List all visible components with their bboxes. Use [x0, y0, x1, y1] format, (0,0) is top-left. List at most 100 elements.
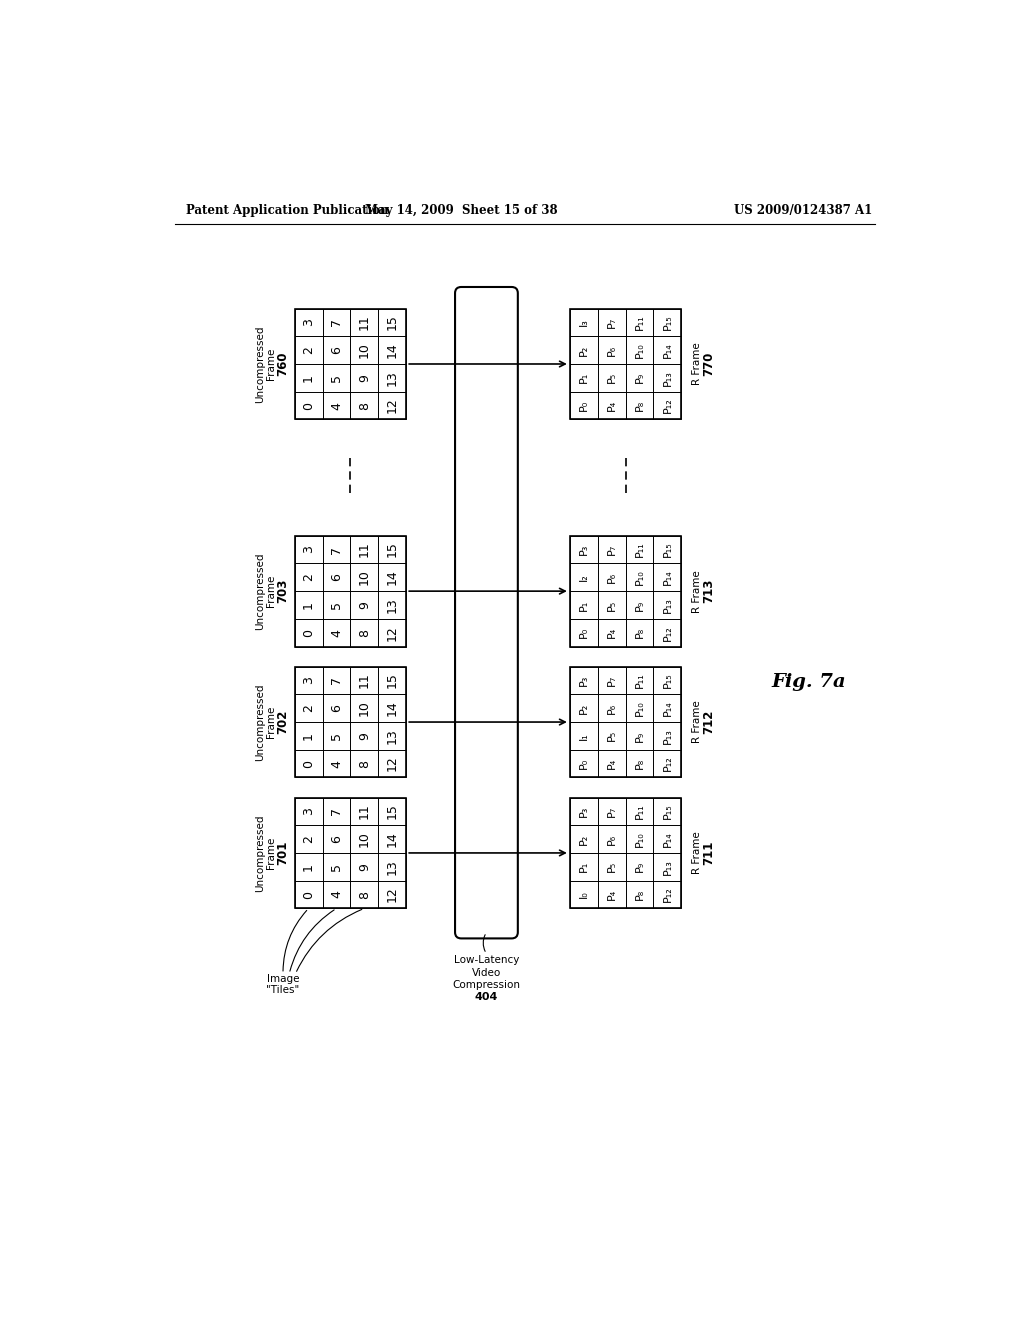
Bar	[350, 750, 378, 777]
Text: P₇: P₇	[606, 317, 616, 329]
Text: 7: 7	[330, 318, 343, 326]
Bar	[295, 392, 323, 420]
Text: 3: 3	[302, 318, 315, 326]
Bar	[598, 825, 626, 853]
Text: 711: 711	[702, 841, 715, 865]
Bar	[350, 619, 378, 647]
Text: Uncompressed: Uncompressed	[255, 552, 265, 630]
Text: 4: 4	[330, 760, 343, 767]
Bar	[295, 536, 407, 647]
Bar	[378, 536, 407, 564]
Bar	[295, 797, 323, 825]
Text: P₅: P₅	[606, 730, 616, 742]
Text: I₀: I₀	[579, 891, 589, 899]
Bar	[569, 392, 598, 420]
Text: Uncompressed: Uncompressed	[255, 814, 265, 892]
Bar	[323, 309, 350, 337]
Text: 13: 13	[386, 597, 398, 612]
Text: 702: 702	[276, 710, 290, 734]
Text: P₀: P₀	[579, 627, 589, 639]
Bar	[350, 853, 378, 880]
Bar	[653, 694, 681, 722]
FancyBboxPatch shape	[455, 286, 518, 939]
Text: 6: 6	[330, 346, 343, 354]
Bar	[350, 364, 378, 392]
Text: P₃: P₃	[579, 675, 589, 686]
Bar	[323, 591, 350, 619]
Bar	[295, 337, 323, 364]
Bar	[295, 667, 323, 694]
Bar	[323, 853, 350, 880]
Text: 0: 0	[302, 891, 315, 899]
Text: P₅: P₅	[606, 372, 616, 383]
Text: 0: 0	[302, 759, 315, 768]
Text: 770: 770	[702, 352, 715, 376]
Bar	[350, 536, 378, 564]
Text: P₂: P₂	[579, 833, 589, 845]
Bar	[323, 337, 350, 364]
Text: 0: 0	[302, 401, 315, 409]
Text: P₈: P₈	[635, 627, 644, 639]
Text: 5: 5	[330, 863, 343, 871]
Text: 9: 9	[357, 863, 371, 871]
Text: P₁₀: P₁₀	[635, 569, 644, 585]
Bar	[653, 564, 681, 591]
Text: 11: 11	[357, 804, 371, 820]
Text: 2: 2	[302, 705, 315, 711]
Text: May 14, 2009  Sheet 15 of 38: May 14, 2009 Sheet 15 of 38	[365, 205, 557, 218]
Bar	[598, 853, 626, 880]
Bar	[295, 722, 323, 750]
Text: 1: 1	[302, 374, 315, 381]
Bar	[653, 825, 681, 853]
Text: P₁₅: P₁₅	[663, 541, 673, 557]
Bar	[598, 536, 626, 564]
Bar	[350, 797, 378, 825]
Text: Frame: Frame	[266, 347, 276, 380]
Text: P₁₄: P₁₄	[663, 832, 673, 847]
Text: 15: 15	[386, 314, 398, 330]
Bar	[295, 797, 407, 908]
Bar	[653, 750, 681, 777]
Bar	[569, 825, 598, 853]
Text: 15: 15	[386, 672, 398, 689]
Text: P₃: P₃	[579, 544, 589, 556]
Text: P₄: P₄	[606, 888, 616, 900]
Text: 11: 11	[357, 673, 371, 688]
Text: P₆: P₆	[606, 572, 616, 583]
Text: 10: 10	[357, 569, 371, 585]
Text: 14: 14	[386, 701, 398, 715]
Text: P₈: P₈	[635, 888, 644, 900]
Bar	[626, 309, 653, 337]
Bar	[569, 591, 598, 619]
Bar	[295, 591, 323, 619]
Text: Patent Application Publication: Patent Application Publication	[186, 205, 389, 218]
Text: 703: 703	[276, 579, 290, 603]
Text: 1: 1	[302, 863, 315, 871]
Bar	[323, 619, 350, 647]
Text: 0: 0	[302, 628, 315, 636]
Text: 7: 7	[330, 545, 343, 553]
Bar	[653, 619, 681, 647]
Text: "Tiles": "Tiles"	[266, 985, 300, 995]
Text: 11: 11	[357, 541, 371, 557]
Bar	[569, 309, 598, 337]
Bar	[626, 853, 653, 880]
Text: 8: 8	[357, 628, 371, 636]
Bar	[569, 619, 598, 647]
Text: P₆: P₆	[606, 833, 616, 845]
Text: P₃: P₃	[579, 805, 589, 817]
Bar	[626, 364, 653, 392]
Text: 9: 9	[357, 601, 371, 609]
Text: Video: Video	[472, 968, 501, 978]
Text: 11: 11	[357, 314, 371, 330]
Text: 2: 2	[302, 836, 315, 843]
Text: P₁₄: P₁₄	[663, 701, 673, 715]
Text: Frame: Frame	[266, 837, 276, 869]
Bar	[626, 392, 653, 420]
Text: 4: 4	[330, 628, 343, 636]
Text: 14: 14	[386, 342, 398, 358]
Text: 9: 9	[357, 733, 371, 739]
Bar	[653, 797, 681, 825]
Bar	[323, 536, 350, 564]
Text: P₇: P₇	[606, 675, 616, 686]
